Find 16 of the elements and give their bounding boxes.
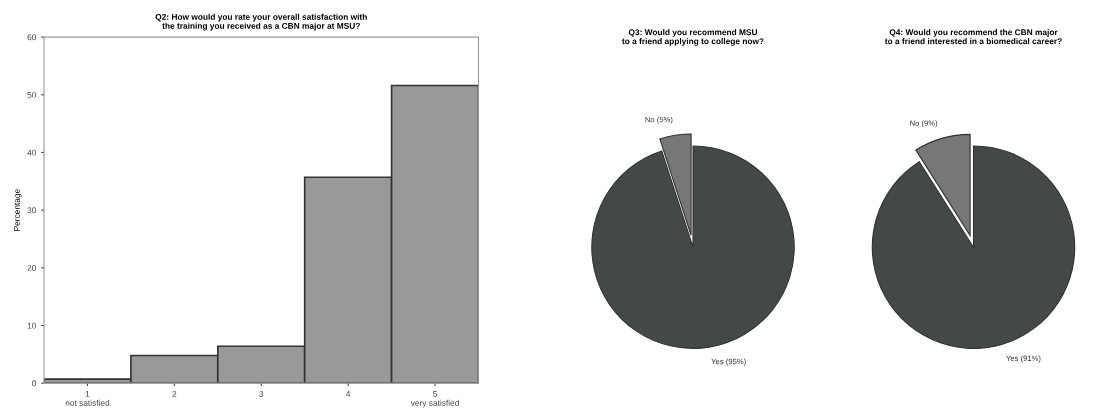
- x-tick-label: 2: [172, 391, 177, 397]
- x-tick-label: 4: [346, 391, 351, 397]
- x-tick-label: 1 not satisfied: [65, 391, 110, 406]
- chart-title: Q3: Would you recommend MSU to a friend applying to college now?: [622, 29, 764, 46]
- y-tick-label: 20: [27, 265, 37, 271]
- x-tick-label: 5 very satisfied: [410, 391, 459, 408]
- chart-title: Q2: How would you rate your overall satisfaction with the training you received as a CBN major at MSU?: [155, 13, 367, 31]
- y-tick-label: 10: [27, 322, 37, 329]
- x-tick-label: 3: [259, 391, 264, 397]
- chart-title: Q4: Would you recommend the CBN major to a friend interested in a biomedical career?: [884, 29, 1062, 45]
- y-axis-title: Percentage: [14, 189, 22, 231]
- y-tick-label: 60: [27, 34, 37, 41]
- y-tick-label: 50: [27, 91, 37, 98]
- y-tick-label: 40: [27, 149, 37, 156]
- y-tick-label: 30: [27, 207, 37, 214]
- y-tick-label: 0: [32, 380, 37, 387]
